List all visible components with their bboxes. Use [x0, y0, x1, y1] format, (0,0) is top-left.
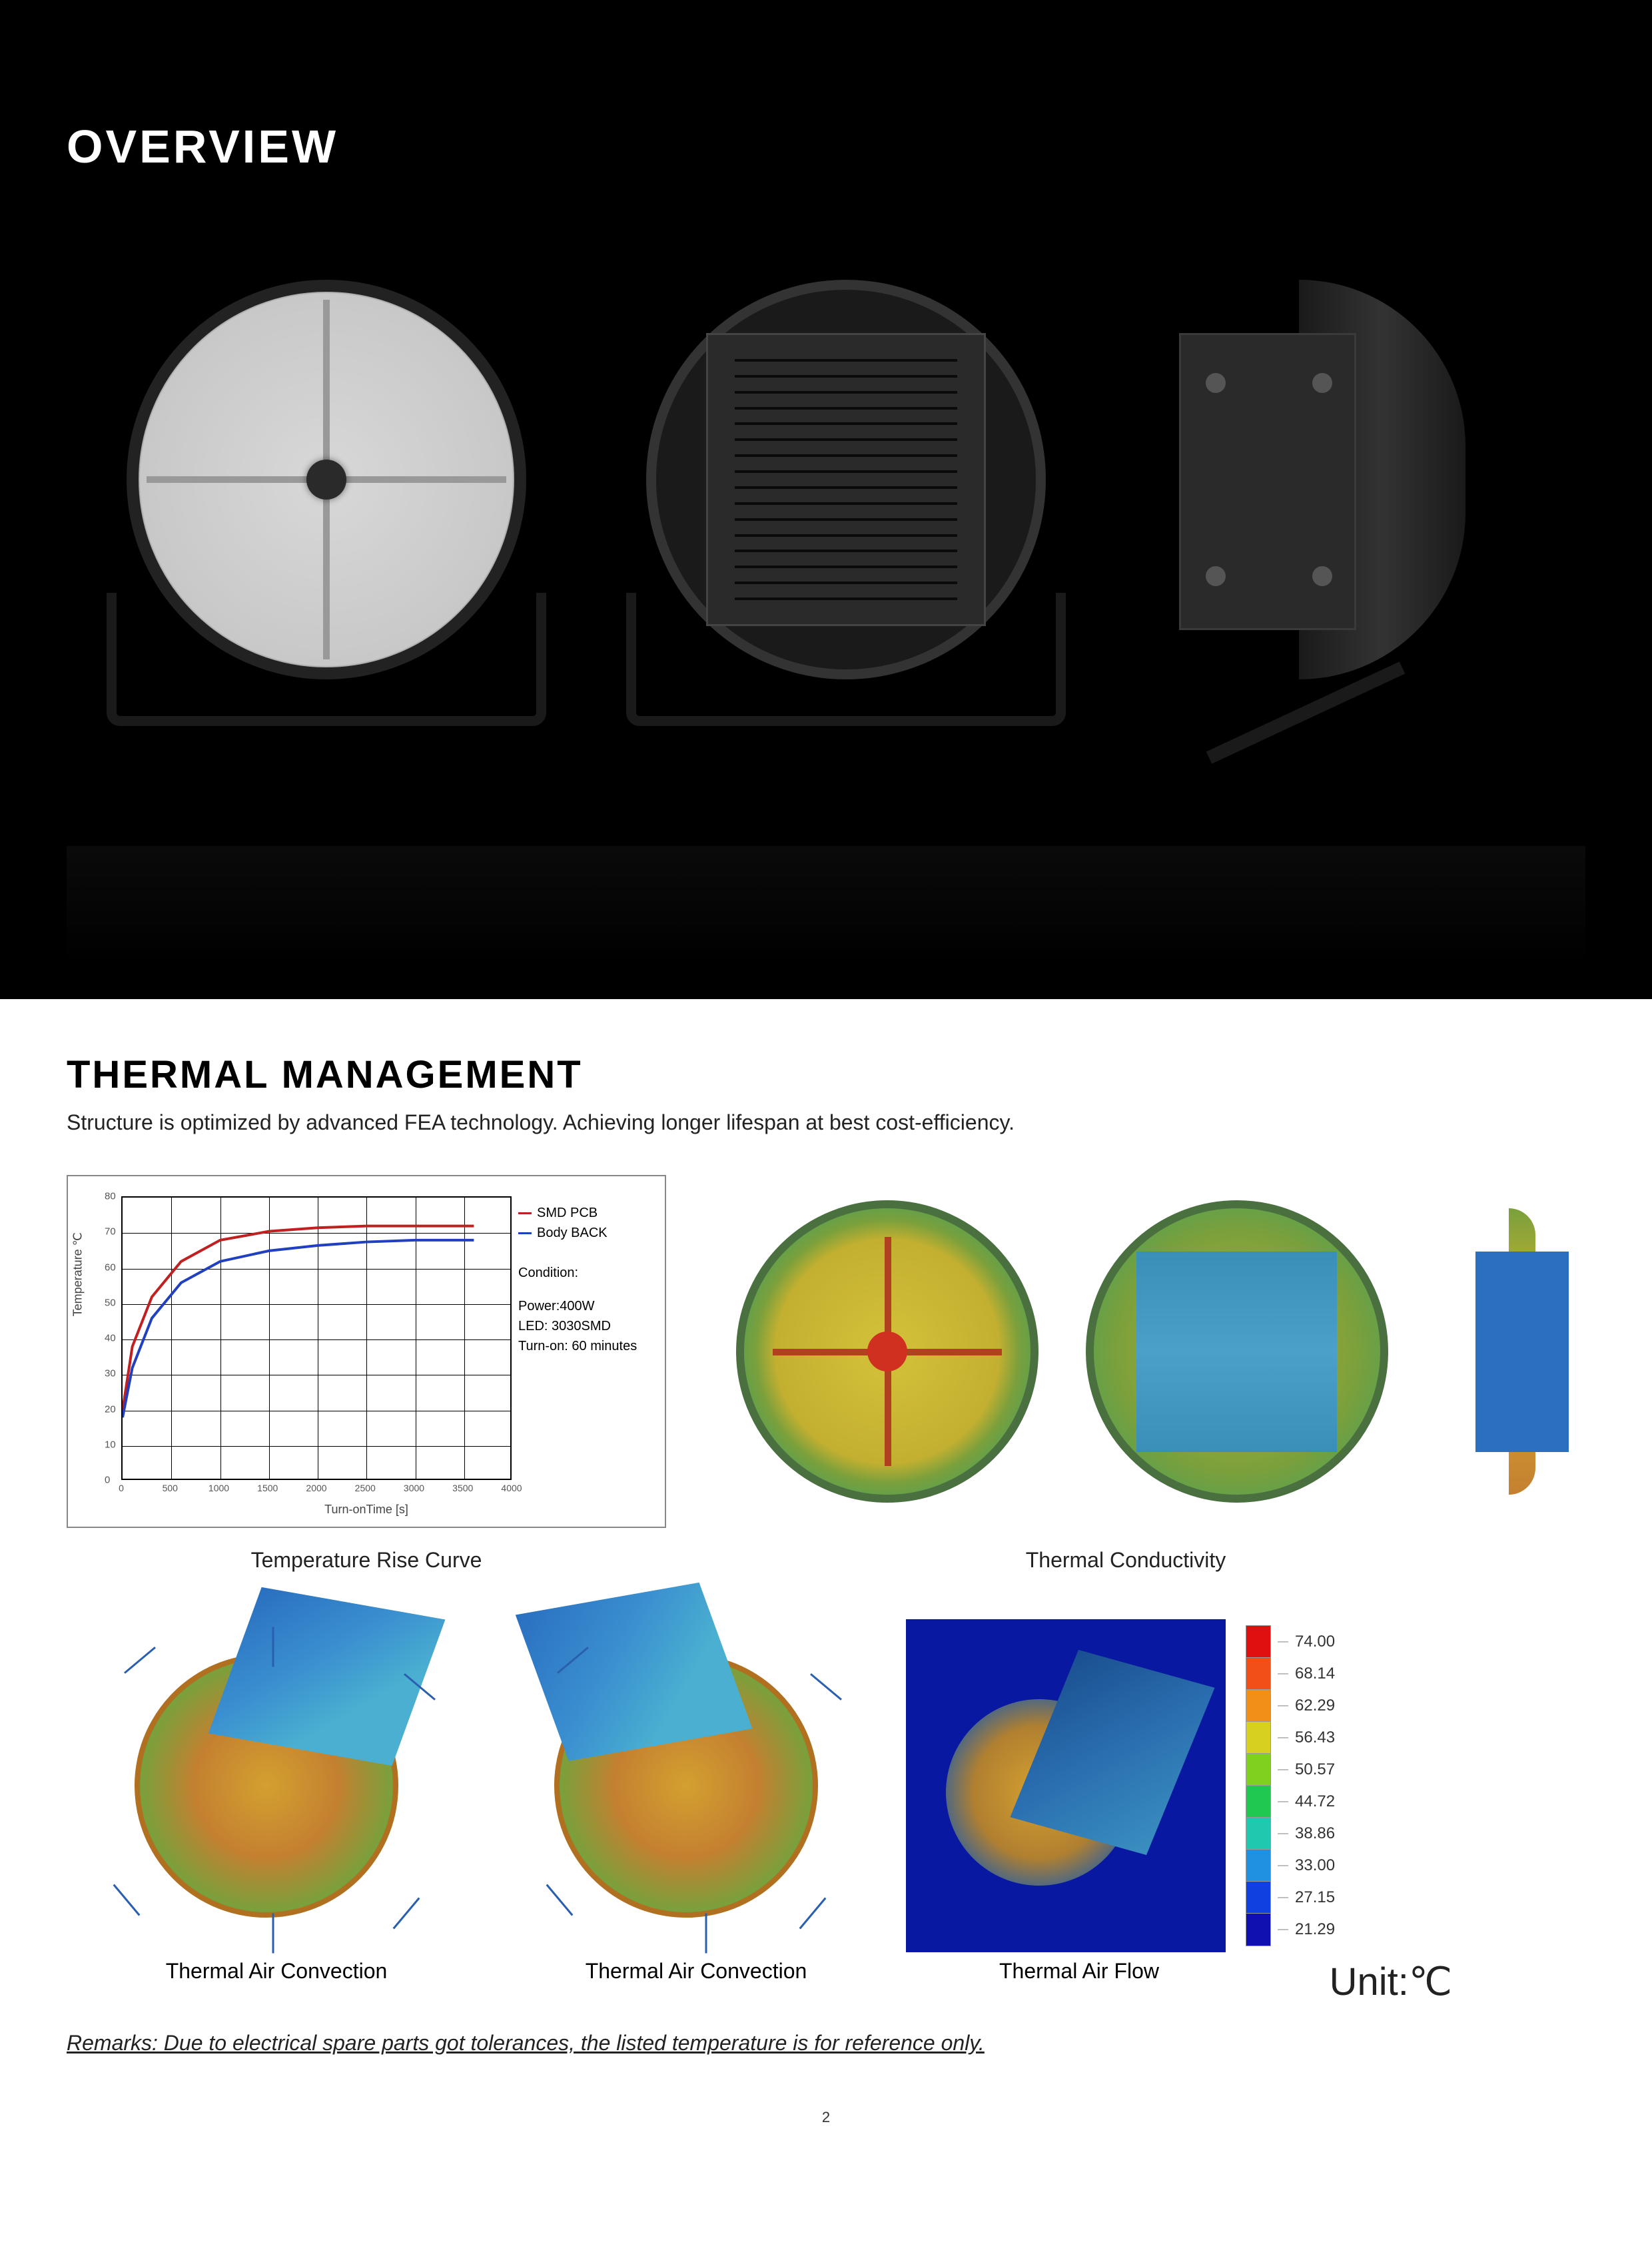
legend-marker [518, 1212, 532, 1214]
convection-image-2 [486, 1619, 886, 1952]
overview-title: OVERVIEW [67, 120, 1585, 173]
chart-legend: SMD PCB Body BACK Condition: Power:400W … [518, 1203, 645, 1356]
overview-section: OVERVIEW [0, 0, 1652, 999]
x-tick: 500 [163, 1483, 178, 1493]
scale-row: —33.00 [1246, 1850, 1366, 1882]
scale-value: 56.43 [1295, 1728, 1335, 1747]
condition-line: Turn-on: 60 minutes [518, 1336, 645, 1356]
thermal-title: THERMAL MANAGEMENT [67, 1052, 1585, 1097]
x-tick: 3000 [404, 1483, 424, 1493]
scale-row: —38.86 [1246, 1818, 1366, 1850]
caption-temp-rise: Temperature Rise Curve [67, 1548, 666, 1573]
temperature-rise-chart: SMD PCB Body BACK Condition: Power:400W … [67, 1175, 666, 1528]
scale-swatch [1246, 1657, 1271, 1690]
scale-value: 21.29 [1295, 1920, 1335, 1939]
y-tick: 20 [105, 1403, 116, 1415]
product-side-view [1146, 280, 1545, 759]
scale-value: 33.00 [1295, 1856, 1335, 1875]
caption-convection-1: Thermal Air Convection [67, 1959, 486, 2004]
condition-heading: Condition: [518, 1263, 645, 1283]
scale-row: —27.15 [1246, 1882, 1366, 1914]
scale-value: 27.15 [1295, 1888, 1335, 1907]
scale-row: —68.14 [1246, 1658, 1366, 1690]
condition-line: Power:400W [518, 1296, 645, 1316]
y-tick: 0 [105, 1475, 110, 1486]
thermal-row-2: —74.00—68.14—62.29—56.43—50.57—44.72—38.… [67, 1619, 1585, 1952]
page-number: 2 [0, 2109, 1652, 2146]
conductivity-front [736, 1200, 1038, 1503]
scale-value: 62.29 [1295, 1696, 1335, 1715]
y-tick: 80 [105, 1191, 116, 1202]
y-tick: 40 [105, 1333, 116, 1344]
scale-value: 50.57 [1295, 1760, 1335, 1779]
product-front-view [107, 280, 546, 759]
temperature-scale: —74.00—68.14—62.29—56.43—50.57—44.72—38.… [1246, 1619, 1366, 1946]
chart-y-axis-label: Temperature ℃ [71, 1232, 85, 1316]
y-tick: 70 [105, 1226, 116, 1238]
scale-swatch [1246, 1785, 1271, 1818]
scale-row: —62.29 [1246, 1690, 1366, 1722]
x-tick: 3500 [452, 1483, 473, 1493]
scale-swatch [1246, 1817, 1271, 1850]
legend-label: Body BACK [537, 1223, 608, 1243]
convection-image-1 [67, 1619, 466, 1952]
x-tick: 4000 [501, 1483, 522, 1493]
scale-value: 44.72 [1295, 1792, 1335, 1811]
airflow-image [906, 1619, 1226, 1952]
scale-swatch [1246, 1849, 1271, 1882]
legend-item: Body BACK [518, 1223, 645, 1243]
scale-swatch [1246, 1625, 1271, 1659]
conductivity-back [1086, 1200, 1388, 1503]
scale-swatch [1246, 1881, 1271, 1914]
scale-swatch [1246, 1721, 1271, 1754]
legend-label: SMD PCB [537, 1203, 598, 1223]
x-tick: 1500 [257, 1483, 278, 1493]
product-images-row [67, 253, 1585, 786]
y-tick: 50 [105, 1297, 116, 1308]
y-tick: 60 [105, 1262, 116, 1273]
x-tick: 1000 [208, 1483, 229, 1493]
scale-row: —44.72 [1246, 1786, 1366, 1818]
caption-airflow: Thermal Air Flow [906, 1959, 1252, 2004]
scale-value: 68.14 [1295, 1665, 1335, 1683]
condition-line: LED: 3030SMD [518, 1316, 645, 1336]
scale-swatch [1246, 1689, 1271, 1722]
remarks-text: Remarks: Due to electrical spare parts g… [67, 2031, 1585, 2055]
scale-row: —74.00 [1246, 1626, 1366, 1658]
x-tick: 2500 [355, 1483, 376, 1493]
x-tick: 2000 [306, 1483, 326, 1493]
y-tick: 30 [105, 1368, 116, 1379]
thermal-section: THERMAL MANAGEMENT Structure is optimize… [0, 999, 1652, 2089]
conductivity-side [1436, 1208, 1569, 1495]
x-tick: 0 [119, 1483, 124, 1493]
thermal-conductivity-images [719, 1175, 1585, 1528]
caption-conductivity: Thermal Conductivity [666, 1548, 1585, 1573]
product-back-view [626, 280, 1066, 759]
y-tick: 10 [105, 1439, 116, 1450]
chart-x-axis-label: Turn-onTime [s] [324, 1503, 408, 1517]
legend-marker [518, 1232, 532, 1234]
scale-row: —21.29 [1246, 1914, 1366, 1946]
unit-label: Unit:℃ [1252, 1959, 1452, 2004]
scale-swatch [1246, 1753, 1271, 1786]
scale-row: —50.57 [1246, 1754, 1366, 1786]
scale-value: 38.86 [1295, 1824, 1335, 1843]
caption-convection-2: Thermal Air Convection [486, 1959, 906, 2004]
thermal-subtitle: Structure is optimized by advanced FEA t… [67, 1110, 1585, 1135]
thermal-row-1: SMD PCB Body BACK Condition: Power:400W … [67, 1175, 1585, 1528]
scale-swatch [1246, 1913, 1271, 1946]
legend-item: SMD PCB [518, 1203, 645, 1223]
scale-value: 74.00 [1295, 1633, 1335, 1651]
scale-row: —56.43 [1246, 1722, 1366, 1754]
